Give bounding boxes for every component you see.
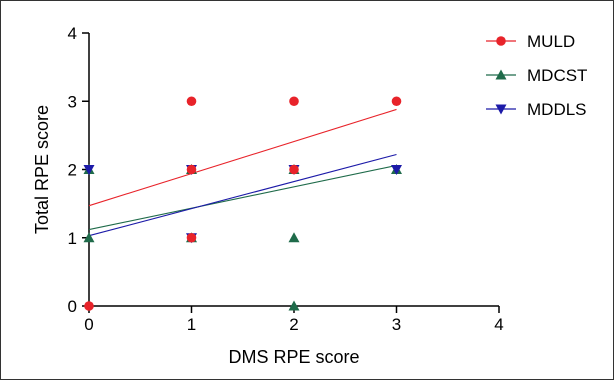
muld-fit-line (88, 108, 397, 207)
legend-label-muld: MULD (527, 32, 575, 51)
x-axis-title: DMS RPE score (228, 347, 359, 367)
mdcst-point (83, 232, 95, 243)
data-points (83, 96, 402, 311)
muld-point (289, 96, 299, 107)
legend-label-mddls: MDDLS (527, 100, 587, 119)
mdcst-fit-line (88, 164, 397, 231)
muld-point (391, 96, 402, 107)
mddls-fit-line (88, 153, 397, 237)
legend: MULD MDCST MDDLS (486, 32, 587, 119)
muld-point (186, 164, 197, 175)
x-tick-label: 2 (289, 315, 298, 334)
y-tick-label: 0 (68, 297, 77, 316)
x-tick-label: 0 (84, 315, 93, 334)
y-tick-label: 1 (68, 229, 77, 248)
legend-marker-mddls (495, 104, 507, 115)
axes: 0 1 2 3 4 0 1 2 3 4 (68, 24, 504, 334)
y-tick-label: 4 (68, 24, 77, 43)
y-ticks: 0 1 2 3 4 (68, 24, 89, 316)
muld-point (84, 301, 94, 311)
fit-lines (88, 108, 397, 237)
mddls-point (391, 165, 402, 175)
mdcst-point (288, 300, 300, 311)
muld-point (186, 232, 197, 243)
legend-label-mdcst: MDCST (527, 66, 587, 85)
legend-marker-muld (496, 36, 506, 46)
x-tick-label: 3 (392, 315, 401, 334)
muld-point (186, 96, 197, 107)
y-tick-label: 3 (68, 92, 77, 111)
mdcst-point (288, 232, 300, 243)
mddls-point (83, 165, 95, 175)
muld-point (289, 164, 299, 175)
x-tick-label: 1 (187, 315, 196, 334)
x-tick-label: 4 (494, 315, 503, 334)
legend-marker-mdcst (495, 69, 507, 80)
y-axis-title: Total RPE score (32, 105, 52, 234)
y-tick-label: 2 (68, 161, 77, 180)
